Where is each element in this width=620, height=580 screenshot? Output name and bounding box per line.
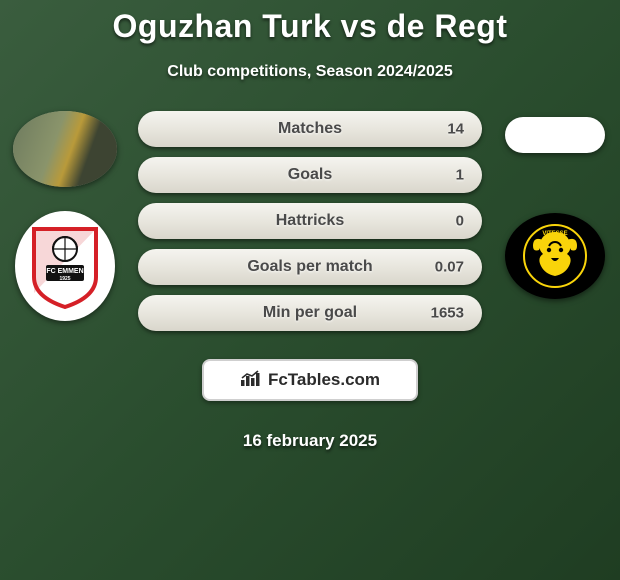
right-side: VITESSE [496, 111, 614, 299]
stat-label: Goals per match [247, 258, 372, 276]
stat-label: Matches [278, 120, 342, 138]
stat-right-value: 14 [447, 121, 464, 138]
stat-right-value: 1 [456, 167, 464, 184]
stat-right-value: 0 [456, 213, 464, 230]
stat-label: Hattricks [276, 212, 344, 230]
logo-text: FcTables.com [268, 370, 380, 390]
vitesse-logo-icon: VITESSE [523, 224, 587, 288]
fctables-logo: FcTables.com [202, 359, 418, 401]
right-club-badge: VITESSE [505, 213, 605, 299]
stat-row-goals-per-match: Goals per match 0.07 [138, 249, 482, 285]
left-player-photo [13, 111, 117, 187]
stat-right-value: 0.07 [435, 259, 464, 276]
date-label: 16 february 2025 [243, 431, 377, 451]
left-club-badge: FC EMMEN 1925 [15, 211, 115, 321]
comparison-row: FC EMMEN 1925 Matches 14 Goals 1 Hattric… [0, 111, 620, 451]
stat-row-matches: Matches 14 [138, 111, 482, 147]
stat-row-min-per-goal: Min per goal 1653 [138, 295, 482, 331]
right-player-photo [505, 117, 605, 153]
stat-row-goals: Goals 1 [138, 157, 482, 193]
fc-emmen-logo-icon: FC EMMEN 1925 [30, 223, 100, 309]
left-side: FC EMMEN 1925 [6, 111, 124, 321]
svg-text:FC EMMEN: FC EMMEN [46, 268, 83, 275]
stat-label: Goals [288, 166, 332, 184]
chart-icon [240, 369, 262, 392]
photo-placeholder [13, 111, 117, 187]
page-title: Oguzhan Turk vs de Regt [0, 8, 620, 45]
stats-column: Matches 14 Goals 1 Hattricks 0 Goals per… [132, 111, 488, 451]
stat-row-hattricks: Hattricks 0 [138, 203, 482, 239]
stat-label: Min per goal [263, 304, 357, 322]
svg-text:VITESSE: VITESSE [542, 231, 567, 237]
stat-right-value: 1653 [431, 305, 464, 322]
subtitle: Club competitions, Season 2024/2025 [0, 63, 620, 81]
svg-text:1925: 1925 [59, 276, 70, 282]
